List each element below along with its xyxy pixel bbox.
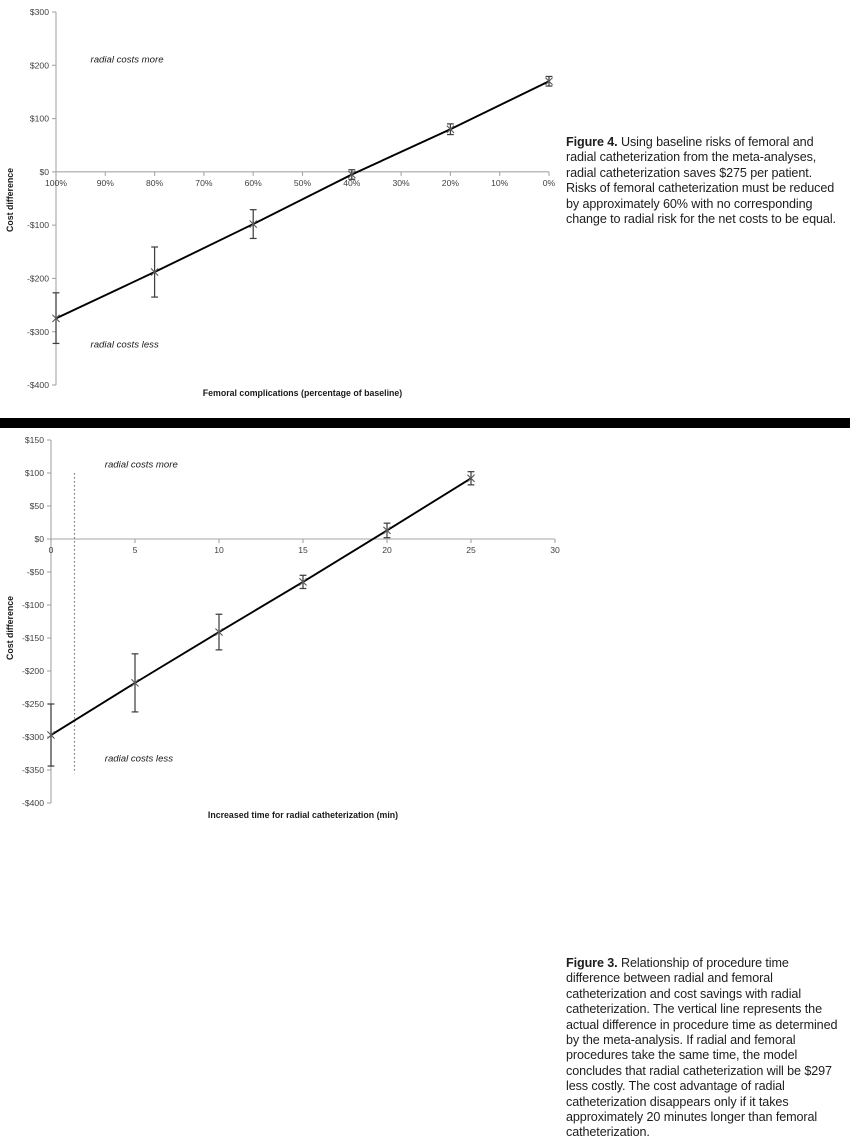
x-axis-tick-label: 30% xyxy=(392,178,410,188)
figure-3-plot: $150 $100 $50 $0 -$50 -$100 -$150 -$200 -$250 -$3… xyxy=(5,435,560,820)
y-axis-tick-label: $100 xyxy=(25,468,44,478)
x-axis-tick-label: 70% xyxy=(195,178,213,188)
x-axis-tick-label: 0 xyxy=(49,545,54,555)
y-axis-title: Cost difference xyxy=(5,168,15,232)
y-axis-tick-label: $0 xyxy=(34,534,44,544)
x-axis-tick-label: 10 xyxy=(214,545,224,555)
x-axis-tick-label: 60% xyxy=(245,178,263,188)
x-axis-tick-label: 50% xyxy=(294,178,312,188)
data-point-marker xyxy=(545,77,553,86)
y-axis-tick-label: -$350 xyxy=(22,765,44,775)
data-point-marker xyxy=(347,170,356,179)
data-series-line xyxy=(55,80,550,320)
x-axis-title: Femoral complications (percentage of bas… xyxy=(203,388,403,398)
data-point-marker xyxy=(249,220,258,229)
x-axis-tick-label: 20% xyxy=(442,178,460,188)
y-axis-tick-label: $150 xyxy=(25,435,44,445)
annotation-radial-costs-more: radial costs more xyxy=(105,460,178,471)
annotation-radial-costs-less: radial costs less xyxy=(105,753,173,764)
y-axis-tick-label: -$150 xyxy=(22,633,44,643)
figure-3-caption-label: Figure 3. xyxy=(566,956,618,970)
x-axis-tick-label: 80% xyxy=(146,178,164,188)
x-axis-tick-label: 20 xyxy=(382,545,392,555)
y-axis-tick-label: -$250 xyxy=(22,699,44,709)
y-axis-title: Cost difference xyxy=(5,596,15,660)
data-point-marker xyxy=(150,268,159,277)
figure-4-chart-area: $300 $200 $100 $0 -$100 -$200 -$300 -$400 100% 90… xyxy=(0,0,560,418)
annotation-radial-costs-less: radial costs less xyxy=(91,340,159,351)
data-point-marker xyxy=(383,526,391,535)
data-point-marker xyxy=(52,314,60,323)
y-axis-tick-label: -$100 xyxy=(22,600,44,610)
data-series-line xyxy=(50,477,472,736)
figure-3-panel: $150 $100 $50 $0 -$50 -$100 -$150 -$200 -$250 -$3… xyxy=(0,428,850,1139)
data-point-marker xyxy=(446,125,455,134)
data-point-marker xyxy=(47,731,55,740)
x-axis-tick-label: 25 xyxy=(466,545,476,555)
x-axis-tick-label: 90% xyxy=(97,178,115,188)
y-axis-tick-label: $300 xyxy=(30,7,49,17)
x-axis-tick-label: 100% xyxy=(45,178,67,188)
figure-3-chart-area: $150 $100 $50 $0 -$50 -$100 -$150 -$200 -$250 -$3… xyxy=(0,428,560,838)
y-axis-tick-label: $100 xyxy=(30,114,49,124)
x-axis-tick-label: 40% xyxy=(343,178,361,188)
y-axis-tick-label: -$200 xyxy=(27,274,49,284)
annotation-radial-costs-more: radial costs more xyxy=(91,55,164,66)
y-axis-tick-label: $200 xyxy=(30,60,49,70)
figure-3-caption-text: Relationship of procedure time differenc… xyxy=(566,956,838,1140)
figure-4-plot: $300 $200 $100 $0 -$100 -$200 -$300 -$400 100% 90… xyxy=(5,7,556,398)
x-axis-title: Increased time for radial catheterizatio… xyxy=(208,810,398,820)
data-point-marker xyxy=(299,577,307,586)
figure-4-caption-text: Using baseline risks of femoral and radi… xyxy=(566,135,836,227)
x-axis-tick-label: 0% xyxy=(543,178,556,188)
y-axis-tick-label: -$300 xyxy=(22,732,44,742)
data-point-marker xyxy=(131,678,139,687)
y-axis-tick-label: -$100 xyxy=(27,220,49,230)
x-axis-tick-label: 5 xyxy=(133,545,138,555)
figure-4-panel: $300 $200 $100 $0 -$100 -$200 -$300 -$400 100% 90… xyxy=(0,0,850,418)
y-axis-tick-label: -$200 xyxy=(22,666,44,676)
y-axis-tick-label: $0 xyxy=(39,167,49,177)
figure-4-caption: Figure 4. Using baseline risks of femora… xyxy=(566,135,838,227)
y-axis-tick-label: -$400 xyxy=(27,380,49,390)
panel-divider xyxy=(0,418,850,428)
y-axis-tick-label: -$300 xyxy=(27,327,49,337)
x-axis-tick-label: 15 xyxy=(298,545,308,555)
figure-4-caption-label: Figure 4. xyxy=(566,135,618,149)
x-axis-tick-label: 10% xyxy=(491,178,509,188)
y-axis-tick-label: $50 xyxy=(30,501,45,511)
y-axis-tick-label: -$400 xyxy=(22,798,44,808)
x-axis-tick-label: 30 xyxy=(550,545,560,555)
data-point-marker xyxy=(467,474,475,483)
y-axis-tick-label: -$50 xyxy=(27,567,44,577)
figure-3-caption: Figure 3. Relationship of procedure time… xyxy=(566,956,838,1141)
data-point-marker xyxy=(215,628,223,637)
